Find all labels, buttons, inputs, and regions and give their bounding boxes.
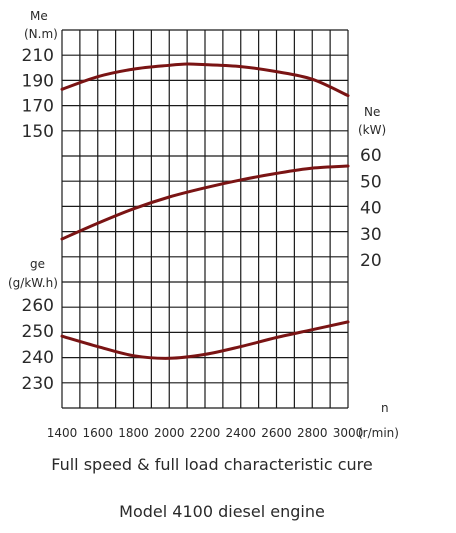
ge-axis-label: ge <box>30 257 45 271</box>
x-tick-label: 2600 <box>261 426 292 440</box>
x-tick-label: 1400 <box>47 426 78 440</box>
x-tick-label: 2400 <box>225 426 256 440</box>
chart-caption: Full speed & full load characteristic cu… <box>51 455 372 474</box>
ne-tick-label: 30 <box>360 225 382 245</box>
x-tick-label: 2000 <box>154 426 185 440</box>
chart-curves <box>60 62 350 360</box>
ge-tick-label: 240 <box>22 348 54 368</box>
me-axis-label: Me <box>30 9 48 23</box>
chart-grid <box>61 29 349 409</box>
me-tick-label: 190 <box>22 71 54 91</box>
chart-subcaption: Model 4100 diesel engine <box>119 502 325 521</box>
ge-curve <box>60 320 350 360</box>
ne-axis-ticks: 60 50 40 30 20 <box>360 146 382 271</box>
x-axis-label: n <box>381 401 389 415</box>
ne-tick-label: 50 <box>360 172 382 192</box>
me-axis-ticks: 210 190 170 150 <box>22 46 54 142</box>
x-axis-ticks: 1400 1600 1800 2000 2200 2400 2600 2800 3000 <box>47 426 364 440</box>
x-tick-label: 1800 <box>118 426 149 440</box>
x-axis-unit: (r/min) <box>358 426 399 440</box>
x-tick-label: 1600 <box>82 426 113 440</box>
ge-tick-label: 250 <box>22 322 54 342</box>
ge-tick-label: 230 <box>22 374 54 394</box>
me-curve <box>60 62 350 98</box>
ge-tick-label: 260 <box>22 296 54 316</box>
x-tick-label: 3000 <box>333 426 364 440</box>
ne-tick-label: 20 <box>360 251 382 271</box>
ge-axis-ticks: 260 250 240 230 <box>22 296 54 394</box>
me-axis-unit: (N.m) <box>24 27 58 41</box>
ne-axis-label: Ne <box>364 105 380 119</box>
me-tick-label: 150 <box>22 122 54 142</box>
me-tick-label: 170 <box>22 97 54 117</box>
ne-tick-label: 40 <box>360 199 382 219</box>
x-tick-label: 2800 <box>297 426 328 440</box>
ge-axis-unit: (g/kW.h) <box>8 276 58 290</box>
me-tick-label: 210 <box>22 46 54 66</box>
ne-axis-unit: (kW) <box>358 123 386 137</box>
x-tick-label: 2200 <box>190 426 221 440</box>
ne-curve <box>60 164 350 241</box>
ne-tick-label: 60 <box>360 146 382 166</box>
